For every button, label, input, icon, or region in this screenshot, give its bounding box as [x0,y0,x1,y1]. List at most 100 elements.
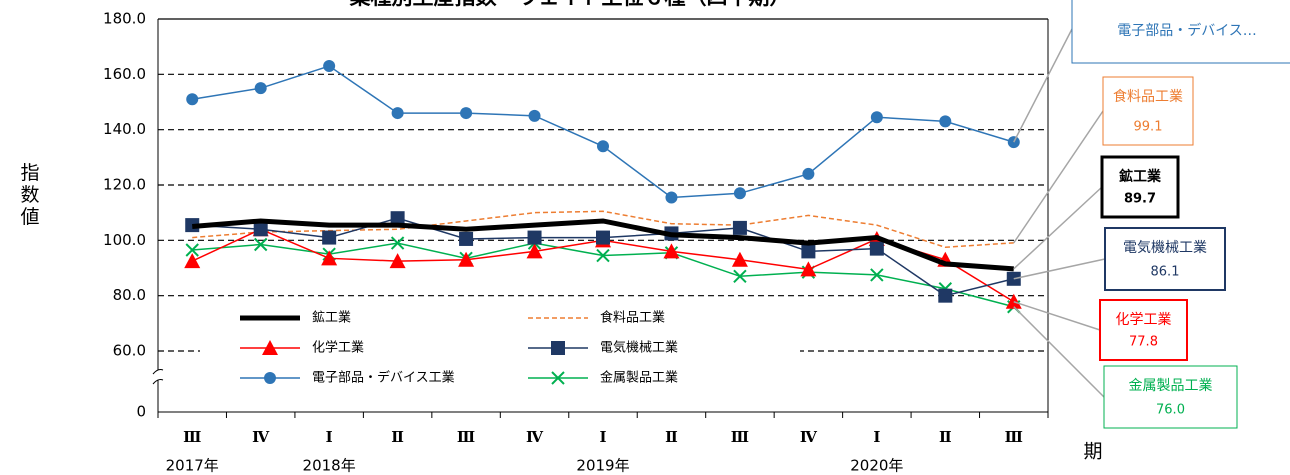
y-tick-label: 120.0 [103,176,146,194]
callout-title: 鉱工業 [1119,168,1162,185]
marker [870,268,884,282]
marker [253,237,268,252]
leader-line [1013,186,1103,270]
x-tick-label: Ⅲ [183,428,201,446]
callout-box [1099,299,1188,361]
callout-title: 金属製品工業 [1129,378,1213,394]
marker [731,251,748,267]
legend-label: 食料品工業 [600,310,665,326]
marker [801,244,816,259]
y-tick-label: 160.0 [103,65,146,83]
callout-value: 99.1 [1134,120,1163,135]
x-tick-label: Ⅲ [1005,428,1023,446]
marker [802,167,815,180]
x-tick-label: Ⅰ [599,428,606,446]
marker [551,341,565,355]
marker [528,109,541,122]
x-tick-label: Ⅳ [800,428,818,446]
x-tick-label: Ⅳ [526,428,544,446]
x-axis-label: 期 [1083,441,1102,463]
marker [254,82,267,95]
y-axis-label-char: 数 [20,184,39,206]
marker [939,115,952,128]
marker [800,261,817,277]
axis-break [152,369,164,385]
leader-line [1013,258,1106,280]
marker [551,371,565,385]
x-tick-label: Ⅰ [873,428,880,446]
marker [321,250,338,266]
callout-box [1100,155,1180,219]
legend-label: 金属製品工業 [600,370,678,386]
series-line [192,218,1014,272]
marker [460,107,473,120]
y-axis-label-char: 指 [20,162,39,184]
legend-label: 化学工業 [312,340,364,356]
x-tick-label: Ⅱ [939,428,952,446]
x-tick-label: Ⅲ [457,428,475,446]
year-label: 2017年 [166,457,219,475]
callout-box [1071,0,1290,64]
series [192,218,1014,272]
leader-line [1013,306,1105,398]
year-label: 2018年 [303,457,356,475]
marker [870,111,883,124]
marker [390,236,405,250]
series [186,60,1020,204]
y-tick-label: 100.0 [103,231,146,249]
callout-title: 電子部品・デバイス… [1117,22,1257,39]
marker [527,230,542,245]
x-tick-label: Ⅱ [665,428,678,446]
callout-box [1102,76,1194,146]
marker [322,230,337,245]
y-tick-label: 60.0 [113,342,146,360]
marker [597,140,609,153]
legend-label: 電子部品・デバイス工業 [312,370,455,386]
marker [185,243,199,257]
legend-label: 鉱工業 [312,310,351,326]
marker [869,241,884,256]
marker [186,93,199,106]
marker [264,372,276,384]
callout-title: 電気機械工業 [1123,240,1207,256]
leader-line [1013,28,1073,143]
marker [732,220,747,235]
callout-value: 77.8 [1129,335,1158,350]
callout-title: 食料品工業 [1113,88,1183,105]
marker [253,222,268,237]
year-label: 2020年 [850,457,903,475]
series-line [192,65,1014,199]
callout-value: 86.1 [1151,265,1180,280]
marker [526,243,543,259]
marker [596,230,610,245]
y-tick-label: 140.0 [103,120,146,138]
series [185,211,1021,303]
marker [323,60,336,73]
x-tick-label: Ⅳ [252,428,270,446]
marker [733,269,747,284]
marker [1005,293,1022,309]
x-tick-label: Ⅰ [326,428,333,446]
callout-value: 89.7 [1124,192,1156,207]
x-tick-label: Ⅲ [731,428,749,446]
marker [458,251,475,267]
marker [184,253,201,269]
callout-box [1103,365,1238,429]
callout-box [1104,227,1226,291]
y-tick-label: 180.0 [103,10,146,28]
chart-title: 業種別生産指数・ウェイト上位６種（四半期） [350,0,791,9]
x-tick-label: Ⅱ [391,428,404,446]
series [185,236,1021,314]
callout-title: 化学工業 [1116,312,1172,328]
callout-value: 76.0 [1156,403,1185,418]
y-tick-label: 80.0 [113,286,146,304]
year-label: 2019年 [576,457,629,475]
marker [389,253,406,269]
marker [390,211,405,226]
legend-label: 電気機械工業 [600,340,678,356]
marker [663,243,680,259]
marker [733,187,746,200]
marker [596,248,610,263]
